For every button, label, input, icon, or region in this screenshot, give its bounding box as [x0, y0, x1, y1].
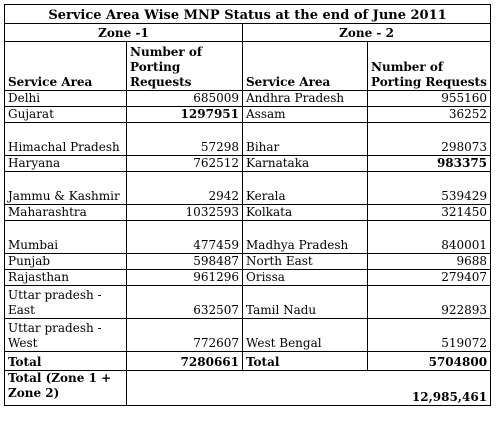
table-row: Uttar pradesh - East 632507 Tamil Nadu 9… [4, 285, 492, 319]
zone2-value: 955160 [366, 90, 492, 107]
zone2-area: Kerala [242, 171, 368, 205]
zone2-area: Madhya Pradesh [242, 220, 368, 254]
zone2-value: 539429 [366, 171, 492, 205]
table-row: Himachal Pradesh 57298 Bihar 298073 [4, 122, 492, 156]
zone1-service-area-header: Service Area [4, 41, 127, 91]
table-row: Rajasthan 961296 Orissa 279407 [4, 269, 492, 286]
zone2-area: West Bengal [242, 318, 368, 352]
zone1-area: Delhi [4, 90, 127, 107]
zone1-value: 477459 [126, 220, 243, 254]
zone2-total-label: Total [242, 351, 368, 371]
zone1-value: 762512 [126, 155, 243, 172]
zone2-area: Kolkata [242, 204, 368, 221]
zone2-header: Zone - 2 [241, 23, 492, 42]
zone2-area: Karnataka [242, 155, 368, 172]
zone2-total-value: 5704800 [366, 351, 492, 371]
table-row: Gujarat 1297951 Assam 36252 [4, 106, 492, 123]
table-row: Delhi 685009 Andhra Pradesh 955160 [4, 90, 492, 107]
zone2-area: Bihar [242, 122, 368, 156]
zone2-value: 279407 [366, 269, 492, 286]
zone2-area: Andhra Pradesh [242, 90, 368, 107]
table-row: Jammu & Kashmir 2942 Kerala 539429 [4, 171, 492, 205]
zone2-value: 922893 [366, 285, 492, 319]
total-row: Total 7280661 Total 5704800 [4, 351, 492, 371]
grand-total-row: Total (Zone 1 + Zone 2) 12,985,461 [4, 370, 492, 406]
zone1-area: Uttar pradesh - West [4, 318, 127, 352]
zone2-value: 519072 [366, 318, 492, 352]
zone2-value: 321450 [366, 204, 492, 221]
table-row: Uttar pradesh - West 772607 West Bengal … [4, 318, 492, 352]
zone1-area: Mumbai [4, 220, 127, 254]
zone1-area: Gujarat [4, 106, 127, 123]
grand-total-value: 12,985,461 [125, 370, 492, 406]
zone2-area: Assam [242, 106, 368, 123]
zone2-area: Tamil Nadu [242, 285, 368, 319]
zone2-requests-header: Number of Porting Requests [366, 41, 492, 91]
zone2-area: Orissa [242, 269, 368, 286]
zone2-service-area-header: Service Area [242, 41, 368, 91]
zone1-value: 57298 [126, 122, 243, 156]
zone1-area: Maharashtra [4, 204, 127, 221]
grand-total-label: Total (Zone 1 + Zone 2) [4, 370, 127, 406]
zone1-header: Zone -1 [4, 23, 243, 42]
zone2-value: 298073 [366, 122, 492, 156]
zone1-area: Rajasthan [4, 269, 127, 286]
zone1-value: 1297951 [126, 106, 243, 123]
zone1-value: 598487 [126, 253, 243, 270]
zone1-total-value: 7280661 [126, 351, 243, 371]
zone1-value: 2942 [126, 171, 243, 205]
zone1-area: Uttar pradesh - East [4, 285, 127, 319]
zone2-value: 840001 [366, 220, 492, 254]
table-row: Haryana 762512 Karnataka 983375 [4, 155, 492, 172]
zone1-area: Punjab [4, 253, 127, 270]
zone1-total-label: Total [4, 351, 127, 371]
zone1-value: 961296 [126, 269, 243, 286]
zone2-value: 983375 [366, 155, 492, 172]
zone1-value: 772607 [126, 318, 243, 352]
zone1-area: Jammu & Kashmir [4, 171, 127, 205]
table-row: Maharashtra 1032593 Kolkata 321450 [4, 204, 492, 221]
zone1-area: Haryana [4, 155, 127, 172]
table-row: Punjab 598487 North East 9688 [4, 253, 492, 270]
zone1-value: 685009 [126, 90, 243, 107]
zone1-requests-header: Number of Porting Requests [126, 41, 243, 91]
zone1-value: 1032593 [126, 204, 243, 221]
table-row: Mumbai 477459 Madhya Pradesh 840001 [4, 220, 492, 254]
zone2-area: North East [242, 253, 368, 270]
zone2-value: 9688 [366, 253, 492, 270]
mnp-status-table: Service Area Wise MNP Status at the end … [3, 4, 492, 406]
table-title: Service Area Wise MNP Status at the end … [3, 4, 492, 24]
zone1-area: Himachal Pradesh [4, 122, 127, 156]
zone1-value: 632507 [126, 285, 243, 319]
zone2-value: 36252 [366, 106, 492, 123]
